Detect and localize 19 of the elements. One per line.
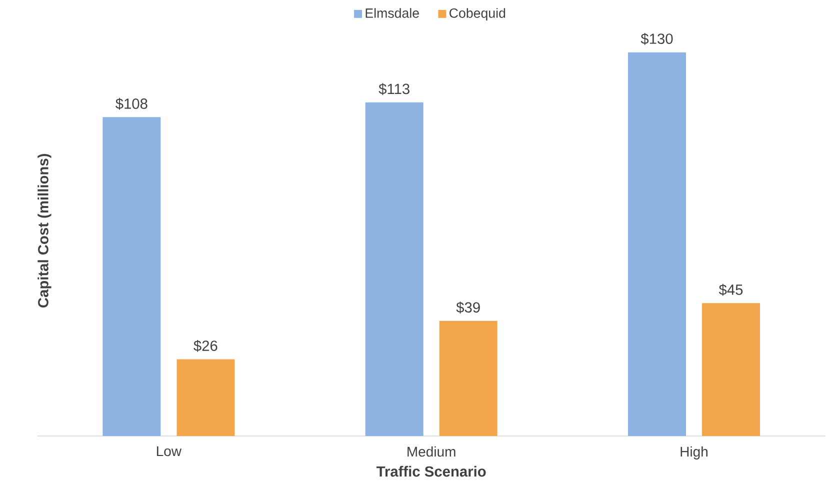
legend-label: Cobequid xyxy=(450,8,506,20)
data-label: $113 xyxy=(378,83,410,96)
data-label: $108 xyxy=(116,98,148,110)
bar xyxy=(176,359,235,436)
data-label: $130 xyxy=(640,32,673,45)
legend-label: Elmsdale xyxy=(366,8,419,18)
data-label: $39 xyxy=(456,302,480,314)
y-axis-title: Capital Cost (millions) xyxy=(38,154,52,308)
bar xyxy=(628,52,686,436)
x-tick-label: Low xyxy=(156,446,182,456)
x-tick-label: High xyxy=(680,446,708,460)
bar xyxy=(702,303,760,436)
bar xyxy=(439,320,498,436)
x-axis-title: Traffic Scenario xyxy=(376,466,486,477)
data-label: $45 xyxy=(718,284,743,296)
bar xyxy=(102,117,161,436)
x-tick-label: Medium xyxy=(408,446,456,457)
data-label: $26 xyxy=(194,340,218,352)
bar xyxy=(365,102,424,436)
